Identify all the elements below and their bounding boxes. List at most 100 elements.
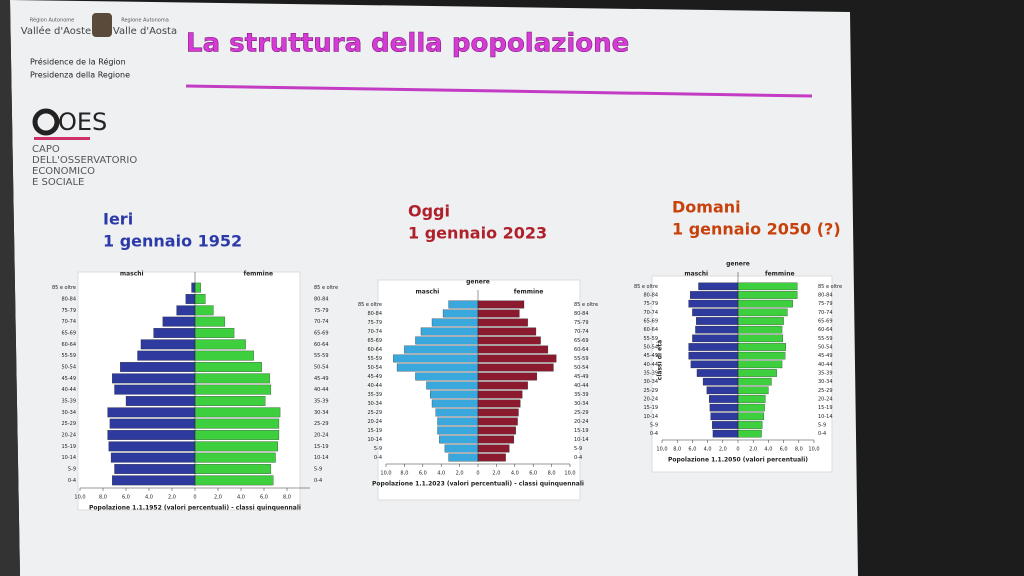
- bar: [448, 453, 479, 462]
- y-tick-label: 45-49: [643, 353, 658, 359]
- legend-entry: maschi: [120, 271, 144, 278]
- bar: [176, 305, 196, 316]
- bar: [426, 381, 479, 390]
- y-tick-label: 80-84: [61, 297, 76, 303]
- bar: [415, 336, 479, 345]
- chart-title: Ieri: [103, 210, 133, 229]
- bar: [444, 444, 479, 453]
- y-tick-label: 60-64: [818, 327, 833, 333]
- x-axis-label: Popolazione 1.1.2023 (valori percentuali…: [372, 481, 584, 488]
- logo-text: Région Autonome: [30, 17, 75, 24]
- bar: [710, 412, 739, 421]
- bar: [194, 464, 272, 474]
- y-tick-label: 15-19: [818, 405, 833, 411]
- y-tick-label: 10-14: [574, 437, 589, 443]
- y-tick-label: 70-74: [367, 329, 382, 335]
- bar: [439, 435, 479, 444]
- y-tick-label: 50-54: [818, 345, 833, 351]
- x-tick-label: 6,0: [529, 471, 537, 477]
- bar: [442, 309, 479, 318]
- y-tick-label: 85 e oltre: [634, 284, 658, 290]
- y-tick-label: 30-34: [61, 410, 76, 416]
- oes-icon: [32, 108, 60, 136]
- bar: [692, 334, 739, 343]
- chart-subtitle: 1 gennaio 2023: [408, 224, 547, 243]
- x-tick-label: 0: [736, 447, 739, 453]
- y-tick-label: 35-39: [643, 371, 658, 377]
- x-tick-label: 6,0: [780, 447, 788, 453]
- bar: [404, 345, 479, 354]
- bar: [477, 327, 537, 336]
- y-tick-label: 60-64: [367, 347, 382, 353]
- bar: [107, 430, 196, 440]
- y-tick-label: 25-29: [61, 421, 76, 427]
- y-tick-label: 0-4: [574, 455, 582, 461]
- bar: [194, 294, 206, 304]
- y-tick-label: 40-44: [61, 387, 76, 393]
- y-tick-label: 20-24: [314, 433, 329, 439]
- bar: [194, 418, 280, 429]
- slide-edge: [0, 0, 20, 576]
- x-tick-label: 10,0: [656, 447, 667, 453]
- y-tick-label: 60-64: [61, 342, 76, 348]
- logo-text: Valle d'Aosta: [113, 26, 177, 37]
- y-tick-label: 55-59: [574, 356, 589, 362]
- y-tick-label: 50-54: [314, 365, 329, 371]
- x-tick-label: 6,0: [419, 471, 427, 477]
- bar: [737, 291, 798, 299]
- legend-title: genere: [726, 261, 750, 268]
- bar: [477, 318, 528, 327]
- bar: [737, 429, 762, 438]
- x-tick-label: 2,0: [492, 471, 500, 477]
- x-tick-label: 2,0: [214, 495, 222, 501]
- bar: [194, 316, 226, 327]
- bar: [712, 429, 739, 438]
- bar: [737, 386, 769, 395]
- y-tick-label: 25-29: [818, 388, 833, 394]
- y-tick-label: 25-29: [314, 421, 329, 427]
- y-tick-label: 20-24: [367, 419, 382, 425]
- y-tick-label: 10-14: [643, 414, 658, 420]
- y-tick-label: 5-9: [374, 446, 382, 452]
- y-tick-label: 85 e oltre: [358, 302, 382, 308]
- y-tick-label: 0-4: [818, 431, 826, 437]
- y-tick-label: 30-34: [643, 379, 658, 385]
- bar: [194, 350, 254, 361]
- y-tick-label: 45-49: [367, 374, 382, 380]
- y-tick-label: 65-69: [61, 331, 76, 337]
- bar: [737, 360, 783, 369]
- x-tick-label: 4,0: [511, 471, 519, 477]
- bar: [696, 317, 739, 325]
- y-tick-label: 5-9: [314, 467, 322, 473]
- y-tick-label: 75-79: [818, 301, 833, 307]
- y-tick-label: 55-59: [367, 356, 382, 362]
- bar: [110, 452, 196, 463]
- y-tick-label: 75-79: [643, 301, 658, 307]
- y-tick-label: 85 e oltre: [52, 285, 76, 291]
- bar: [194, 339, 246, 350]
- y-tick-label: 15-19: [574, 428, 589, 434]
- bar: [109, 418, 196, 429]
- y-tick-label: 15-19: [643, 405, 658, 411]
- y-tick-label: 10-14: [61, 455, 76, 461]
- y-tick-label: 40-44: [643, 362, 658, 368]
- bar: [695, 325, 739, 334]
- y-tick-label: 80-84: [314, 297, 329, 303]
- slide-title: La struttura della popolazione: [186, 29, 629, 59]
- y-tick-label: 15-19: [61, 444, 76, 450]
- y-tick-label: 50-54: [574, 365, 589, 371]
- logo-text: Regione Autonoma: [121, 18, 169, 24]
- y-tick-label: 80-84: [367, 311, 382, 317]
- bar: [477, 435, 515, 444]
- x-tick-label: 2,0: [719, 447, 727, 453]
- y-tick-label: 10-14: [818, 414, 833, 420]
- y-tick-label: 75-79: [61, 308, 76, 314]
- bar: [688, 299, 739, 308]
- bar: [709, 403, 739, 412]
- bar: [194, 396, 266, 406]
- x-tick-label: 10,0: [380, 471, 391, 477]
- y-tick-label: 5-9: [68, 467, 76, 473]
- bar: [153, 328, 196, 338]
- x-tick-label: 4,0: [437, 471, 445, 477]
- y-tick-label: 60-64: [643, 327, 658, 333]
